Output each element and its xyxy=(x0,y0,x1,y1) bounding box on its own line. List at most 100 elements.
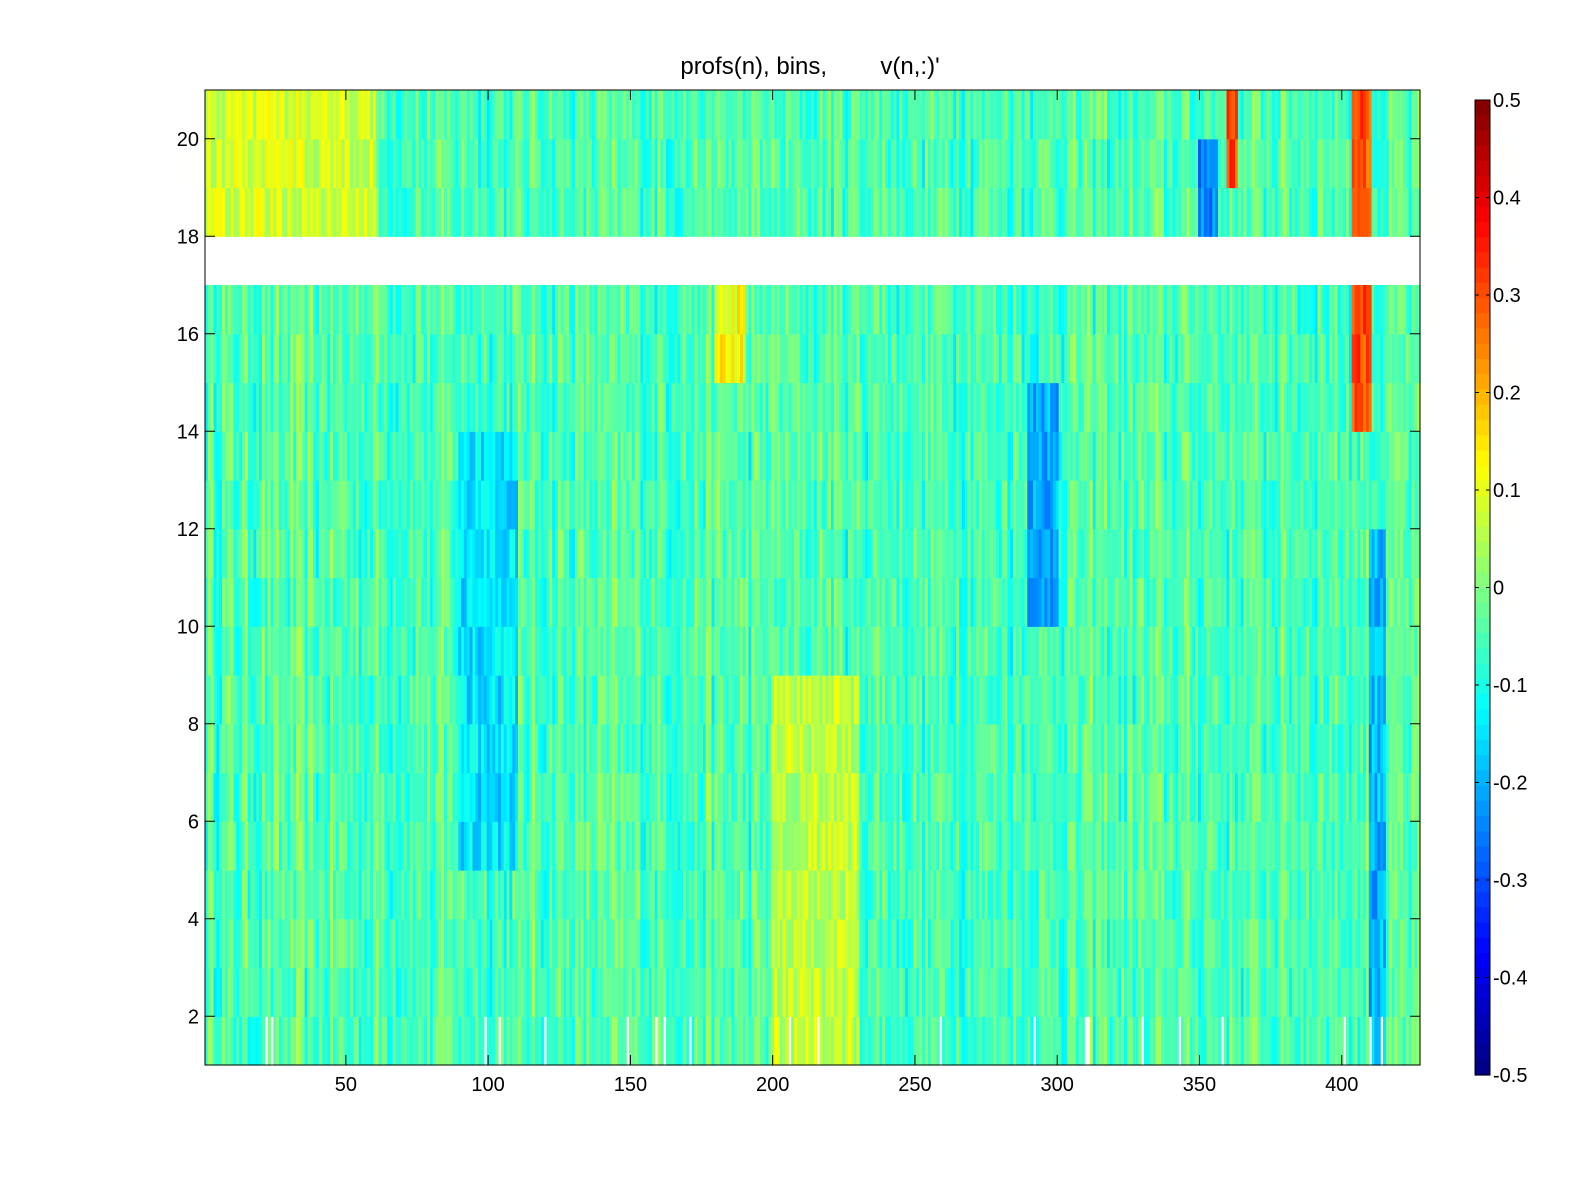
heatmap-cell xyxy=(614,918,619,969)
heatmap-cell xyxy=(887,577,892,627)
heatmap-cell xyxy=(350,870,354,920)
heatmap-cell xyxy=(256,626,260,676)
heatmap-cell xyxy=(685,967,690,1017)
heatmap-cell xyxy=(395,1016,400,1066)
heatmap-cell xyxy=(1198,1016,1202,1066)
heatmap-cell xyxy=(839,1016,843,1066)
heatmap-cell xyxy=(518,723,522,774)
heatmap-cell xyxy=(407,1016,411,1066)
heatmap-cell xyxy=(358,480,363,530)
heatmap-cell xyxy=(637,967,641,1017)
heatmap-cell xyxy=(284,528,289,579)
heatmap-cell xyxy=(959,821,963,871)
heatmap-cell xyxy=(1158,528,1162,579)
heatmap-cell xyxy=(748,723,752,774)
heatmap-cell xyxy=(708,577,713,627)
heatmap-cell xyxy=(1266,723,1270,774)
heatmap-cell xyxy=(426,480,431,530)
heatmap-cell xyxy=(913,918,917,969)
heatmap-cell xyxy=(1206,918,1211,969)
heatmap-cell xyxy=(711,626,715,676)
heatmap-cell xyxy=(680,723,684,774)
heatmap-cell xyxy=(276,821,280,871)
heatmap-cell xyxy=(355,870,360,920)
heatmap-cell xyxy=(1346,626,1350,676)
heatmap-cell xyxy=(381,626,385,676)
heatmap-cell xyxy=(358,870,363,920)
heatmap-cell xyxy=(227,821,232,871)
heatmap-cell xyxy=(352,967,357,1017)
heatmap-cell xyxy=(1195,918,1199,969)
heatmap-cell xyxy=(700,723,704,774)
heatmap-cell xyxy=(828,821,832,871)
heatmap-cell xyxy=(597,1016,602,1066)
heatmap-cell xyxy=(1414,870,1418,920)
heatmap-cell xyxy=(842,723,846,774)
heatmap-cell xyxy=(1146,626,1151,676)
heatmap-cell xyxy=(1115,480,1119,530)
heatmap-cell xyxy=(1129,870,1134,920)
heatmap-cell xyxy=(589,626,593,676)
heatmap-cell xyxy=(1101,626,1105,676)
heatmap-cell xyxy=(472,480,476,530)
heatmap-cell xyxy=(1047,1016,1051,1066)
heatmap-cell xyxy=(566,870,570,920)
heatmap-cell xyxy=(859,480,863,530)
heatmap-cell xyxy=(993,528,997,579)
heatmap-cell xyxy=(219,918,223,969)
heatmap-cell xyxy=(910,577,915,627)
heatmap-cell xyxy=(1095,870,1100,920)
heatmap-cell xyxy=(1229,821,1233,871)
heatmap-cell xyxy=(1303,967,1307,1017)
heatmap-cell xyxy=(518,967,522,1017)
heatmap-cell xyxy=(466,528,471,579)
heatmap-cell xyxy=(273,1016,277,1066)
heatmap-cell xyxy=(677,967,681,1017)
heatmap-cell xyxy=(398,626,402,676)
heatmap-cell xyxy=(287,577,291,627)
heatmap-cell xyxy=(1092,821,1097,871)
heatmap-cell xyxy=(241,772,246,822)
heatmap-cell xyxy=(278,918,283,969)
heatmap-cell xyxy=(697,480,701,530)
heatmap-cell xyxy=(648,772,653,822)
heatmap-cell xyxy=(1291,577,1296,627)
heatmap-cell xyxy=(674,675,678,725)
heatmap-cell xyxy=(950,577,954,627)
heatmap-cell xyxy=(1084,967,1088,1017)
heatmap-cell xyxy=(489,577,493,627)
heatmap-cell xyxy=(1240,626,1245,676)
heatmap-cell xyxy=(1297,772,1302,822)
heatmap-cell xyxy=(495,480,499,530)
heatmap-cell xyxy=(1232,577,1236,627)
heatmap-cell xyxy=(1075,918,1080,969)
heatmap-cell xyxy=(1289,723,1293,774)
heatmap-cell xyxy=(1112,967,1117,1017)
heatmap-cell xyxy=(498,967,502,1017)
heatmap-cell xyxy=(515,918,519,969)
heatmap-cell xyxy=(1331,723,1336,774)
heatmap-cell xyxy=(230,967,235,1017)
heatmap-cell xyxy=(478,626,482,676)
heatmap-cell xyxy=(344,772,348,822)
heatmap-cell xyxy=(882,967,886,1017)
heatmap-cell xyxy=(421,528,425,579)
heatmap-cell xyxy=(677,821,681,871)
heatmap-cell xyxy=(239,772,243,822)
heatmap-cell xyxy=(1351,967,1356,1017)
heatmap-cell xyxy=(1212,1016,1216,1066)
heatmap-cell xyxy=(916,723,920,774)
heatmap-cell xyxy=(1018,480,1023,530)
heatmap-cell xyxy=(310,626,314,676)
heatmap-cell xyxy=(515,821,519,871)
heatmap-cell xyxy=(876,870,880,920)
heatmap-cell xyxy=(1317,723,1322,774)
heatmap-cell xyxy=(432,870,437,920)
heatmap-cell xyxy=(552,675,556,725)
heatmap-cell xyxy=(247,918,252,969)
heatmap-cell xyxy=(259,772,263,822)
heatmap-cell xyxy=(1254,577,1259,627)
heatmap-cell xyxy=(859,967,863,1017)
heatmap-cell xyxy=(867,870,872,920)
heatmap-cell xyxy=(205,626,209,676)
